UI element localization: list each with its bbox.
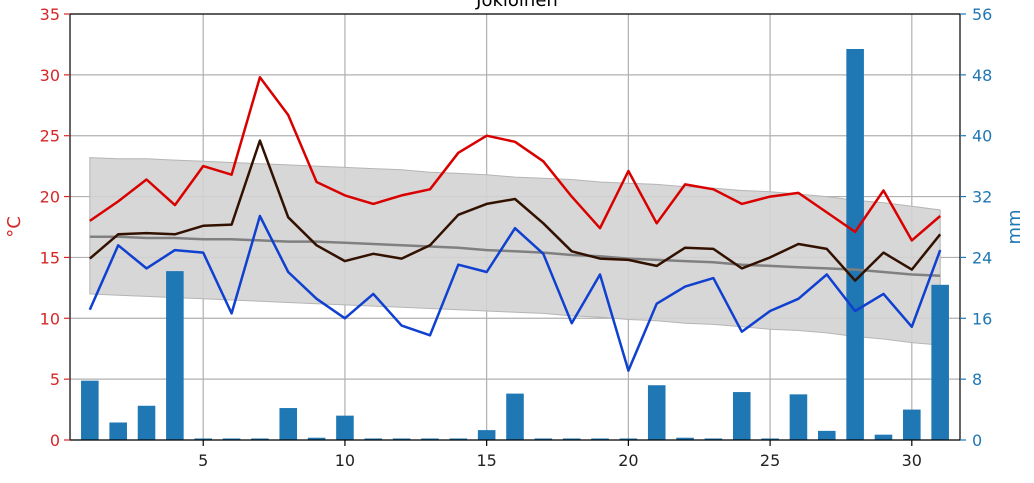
- chart-title: Jokioinen: [475, 0, 558, 11]
- right-tick-label: 48: [972, 66, 992, 85]
- left-tick-label: 5: [50, 370, 60, 389]
- right-tick-label: 32: [972, 188, 992, 207]
- precipitation-bar: [279, 408, 298, 440]
- precipitation-bar: [591, 438, 609, 440]
- x-tick-label: 25: [760, 451, 780, 470]
- left-tick-label: 10: [40, 309, 60, 328]
- x-tick-label: 20: [618, 451, 638, 470]
- precipitation-bar: [81, 380, 99, 440]
- precipitation-bar: [761, 438, 779, 440]
- min-temperature-line: [88, 214, 942, 372]
- precipitation-bar: [421, 438, 439, 440]
- mean-temperature-line: [88, 139, 942, 282]
- right-axis-label: mm: [1004, 209, 1025, 244]
- precipitation-bar: [931, 284, 949, 440]
- precipitation-bar: [251, 438, 269, 440]
- max-temperature-line: [89, 76, 942, 242]
- precipitation-bar: [449, 438, 468, 440]
- right-tick-label: 56: [972, 5, 992, 24]
- precipitation-bar: [222, 438, 241, 440]
- right-tick-label: 24: [972, 248, 992, 267]
- right-tick-label: 16: [972, 309, 992, 328]
- precipitation-bar: [647, 385, 666, 440]
- precipitation-bar: [137, 405, 156, 440]
- precipitation-bar: [619, 438, 638, 440]
- left-tick-label: 15: [40, 248, 60, 267]
- normal-mean-line: [89, 235, 941, 277]
- left-tick-label: 25: [40, 127, 60, 146]
- precipitation-bar: [336, 415, 354, 440]
- precipitation-bar: [562, 438, 581, 440]
- precipitation-bar: [817, 430, 836, 440]
- precipitation-bar: [846, 48, 864, 440]
- precipitation-bar: [874, 434, 893, 440]
- left-tick-label: 30: [40, 66, 60, 85]
- plot-area: [69, 13, 961, 441]
- precipitation-bar: [506, 393, 524, 440]
- precipitation-bar: [109, 422, 127, 440]
- precipitation-bar: [166, 271, 184, 440]
- precipitation-bar: [534, 438, 553, 440]
- precipitation-bar: [903, 409, 921, 440]
- left-axis-label: °C: [4, 216, 25, 238]
- x-tick-label: 15: [476, 451, 496, 470]
- precipitation-bar: [364, 438, 383, 440]
- right-tick-label: 8: [972, 370, 982, 389]
- right-tick-label: 0: [972, 431, 982, 450]
- precipitation-bar: [194, 438, 213, 440]
- precipitation-bar: [704, 438, 723, 440]
- x-tick-label: 10: [335, 451, 355, 470]
- x-tick-label: 5: [198, 451, 208, 470]
- left-tick-label: 0: [50, 431, 60, 450]
- axes-frame: [69, 13, 961, 441]
- precipitation-bar: [789, 394, 808, 440]
- precipitation-bar: [732, 392, 751, 440]
- precipitation-bar: [676, 437, 694, 440]
- right-tick-label: 40: [972, 127, 992, 146]
- left-tick-label: 20: [40, 188, 60, 207]
- precipitation-bar: [477, 430, 496, 440]
- precipitation-bar: [392, 438, 411, 440]
- x-tick-label: 30: [902, 451, 922, 470]
- precipitation-bar: [307, 437, 326, 440]
- left-tick-label: 35: [40, 5, 60, 24]
